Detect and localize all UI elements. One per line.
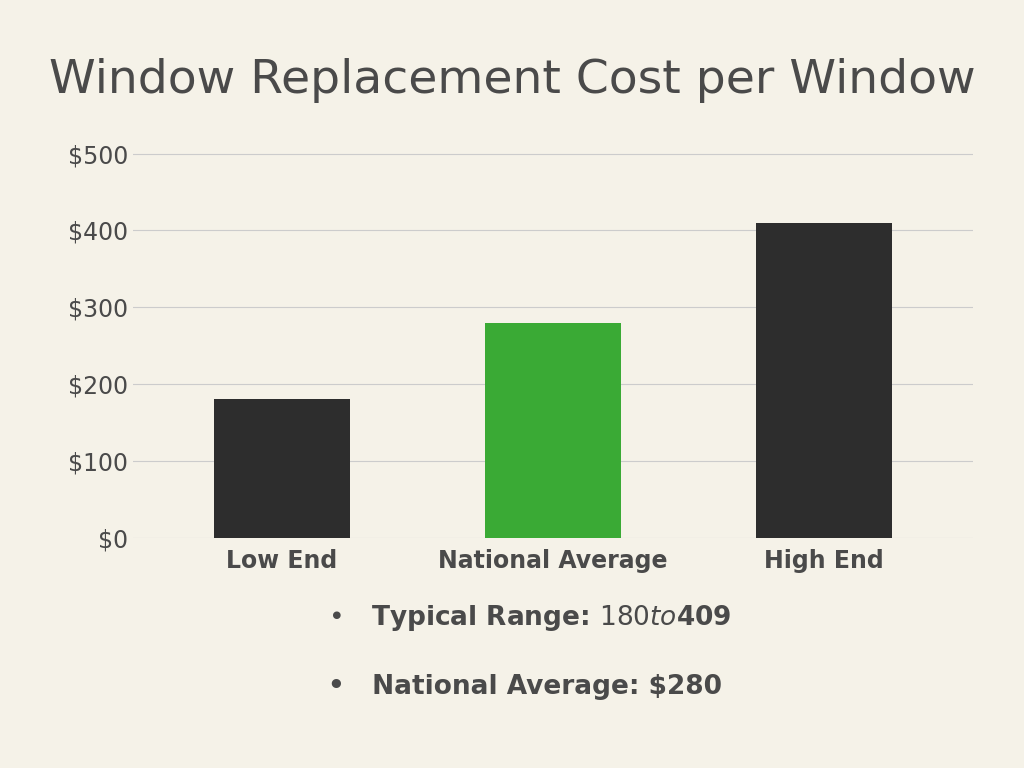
Bar (214, 399, 350, 538)
Bar (485, 323, 621, 538)
Bar (756, 223, 892, 538)
Text: Window Replacement Cost per Window: Window Replacement Cost per Window (49, 58, 975, 103)
Text: •   Typical Range: $180 to $409: • Typical Range: $180 to $409 (328, 603, 731, 634)
Text: •   National Average: $280: • National Average: $280 (328, 674, 722, 700)
